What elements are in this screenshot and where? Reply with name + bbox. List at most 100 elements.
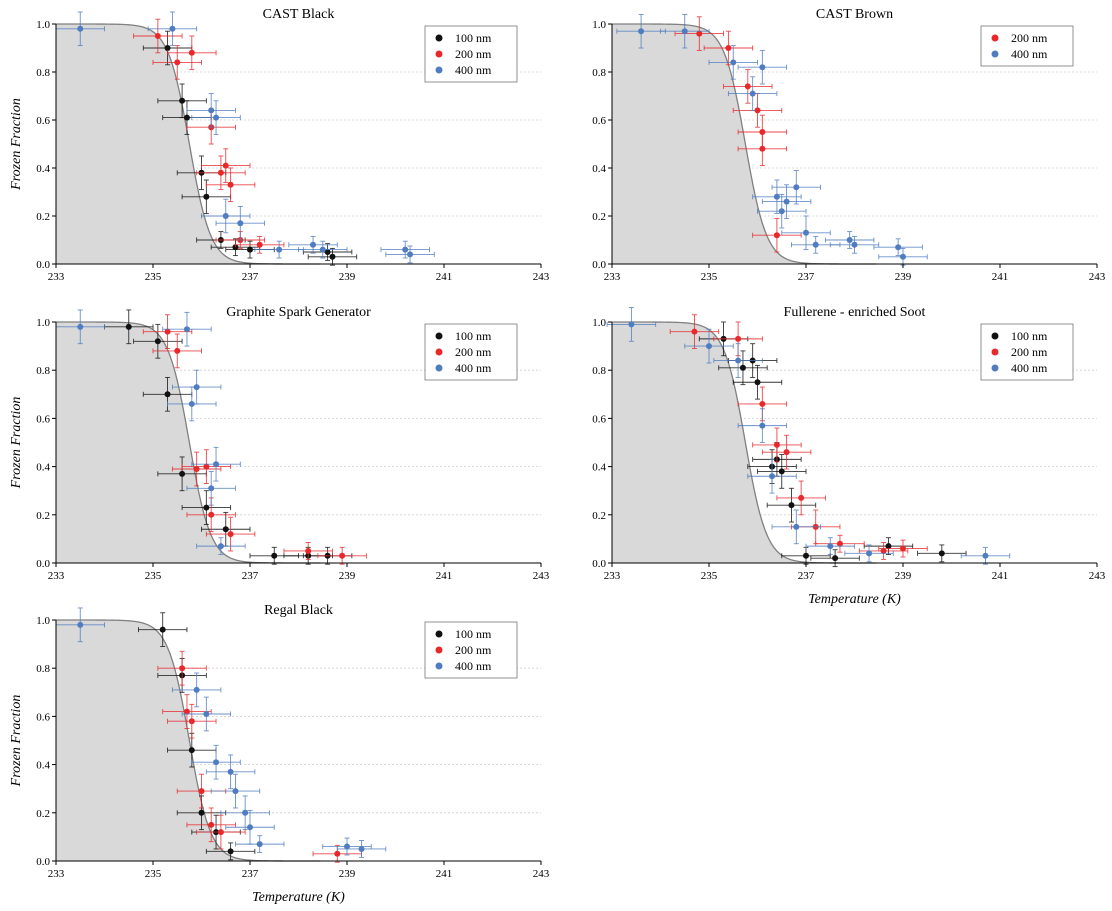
chart-panel-2: 0.0 0.2 0.4 0.6 0.8 1.0 233 235 237 239 241 243 CAST…: [592, 7, 1106, 283]
data-point: [329, 253, 336, 260]
data-point: [227, 181, 234, 188]
y-tick-label: 0.0: [592, 558, 606, 570]
data-point: [188, 400, 195, 407]
x-tick-label: 239: [895, 271, 912, 283]
x-tick-label: 235: [145, 868, 162, 880]
data-point: [208, 485, 215, 492]
y-tick-label: 0.4: [36, 462, 50, 474]
data-point: [788, 502, 795, 509]
y-tick-label: 0.8: [592, 365, 606, 377]
x-tick-label: 243: [533, 570, 550, 582]
data-point: [188, 747, 195, 754]
series-400-nm: [616, 13, 928, 266]
data-point: [769, 473, 776, 480]
legend-marker: [435, 50, 443, 58]
legend-marker: [435, 348, 443, 356]
data-point: [247, 246, 253, 253]
x-tick-label: 235: [701, 271, 718, 283]
data-point: [198, 809, 205, 816]
x-tick-label: 235: [701, 570, 718, 582]
data-point: [866, 550, 873, 557]
y-tick-label: 0.2: [592, 510, 606, 522]
y-tick-label: 0.2: [36, 808, 50, 820]
x-tick-label: 243: [1089, 271, 1106, 283]
data-point: [759, 400, 766, 407]
data-point: [222, 526, 229, 533]
y-tick-label: 0.4: [36, 760, 50, 772]
data-point: [798, 494, 805, 501]
legend-label: 100 nm: [1011, 329, 1048, 343]
x-tick-label: 243: [1089, 570, 1106, 582]
data-point: [793, 523, 800, 530]
x-tick-label: 239: [895, 570, 912, 582]
legend-marker: [435, 66, 443, 74]
y-tick-label: 0.8: [592, 67, 606, 79]
data-point: [125, 323, 132, 330]
data-point: [773, 441, 780, 448]
data-point: [164, 45, 171, 51]
legend-marker: [991, 34, 999, 42]
data-point: [681, 28, 688, 35]
data-point: [982, 552, 989, 559]
data-point: [256, 241, 263, 248]
legend-label: 400 nm: [455, 361, 492, 375]
data-point: [735, 357, 742, 364]
chart-title: Fullerene - enriched Soot: [784, 305, 926, 320]
legend-label: 400 nm: [1011, 47, 1048, 61]
legend-label: 200 nm: [455, 47, 492, 61]
chart-panel-4: 0.0 0.2 0.4 0.6 0.8 1.0 233 235 237 239 241 243 Full…: [592, 305, 1106, 607]
data-point: [154, 338, 161, 345]
data-point: [174, 59, 181, 66]
x-axis-label: Temperature (K): [808, 592, 901, 607]
x-tick-label: 239: [339, 868, 356, 880]
data-point: [691, 328, 698, 335]
data-point: [783, 449, 790, 456]
data-point: [203, 504, 210, 511]
data-point: [735, 335, 742, 342]
data-point: [164, 328, 171, 335]
chart-title: Graphite Spark Generator: [226, 305, 371, 320]
data-point: [739, 364, 746, 371]
data-point: [851, 241, 858, 248]
y-tick-label: 1.0: [592, 317, 606, 329]
data-point: [803, 552, 809, 559]
y-axis-label: Frozen Fraction: [9, 98, 24, 191]
data-point: [778, 208, 785, 215]
data-point: [193, 466, 200, 473]
data-point: [628, 321, 635, 328]
data-point: [402, 246, 409, 253]
x-tick-label: 233: [48, 271, 65, 283]
series-400-nm: [55, 607, 387, 858]
data-point: [77, 25, 84, 32]
legend-label: 200 nm: [455, 643, 492, 657]
y-tick-label: 0.6: [36, 711, 50, 723]
data-point: [179, 97, 186, 104]
x-tick-label: 237: [242, 570, 259, 582]
y-tick-label: 0.2: [592, 211, 606, 223]
x-tick-label: 241: [992, 271, 1009, 283]
data-point: [783, 198, 790, 205]
data-point: [773, 193, 780, 200]
data-point: [183, 114, 190, 121]
data-point: [242, 809, 249, 816]
data-point: [638, 28, 645, 35]
data-point: [900, 545, 906, 552]
data-point: [812, 241, 819, 248]
chart-title: CAST Brown: [816, 7, 893, 22]
chart-title: CAST Black: [263, 7, 335, 22]
legend-label: 100 nm: [455, 627, 492, 641]
x-tick-label: 237: [242, 271, 259, 283]
data-point: [900, 253, 906, 260]
data-point: [232, 788, 239, 795]
data-point: [836, 540, 843, 547]
x-tick-label: 241: [436, 271, 453, 283]
series-400-nm: [55, 11, 435, 264]
data-point: [938, 550, 945, 557]
data-point: [193, 384, 200, 391]
y-axis-label: Frozen Fraction: [9, 695, 24, 788]
data-point: [696, 30, 703, 37]
data-point: [827, 543, 834, 550]
y-axis-label: Frozen Fraction: [9, 397, 24, 490]
legend-label: 400 nm: [1011, 361, 1048, 375]
data-point: [744, 83, 751, 90]
